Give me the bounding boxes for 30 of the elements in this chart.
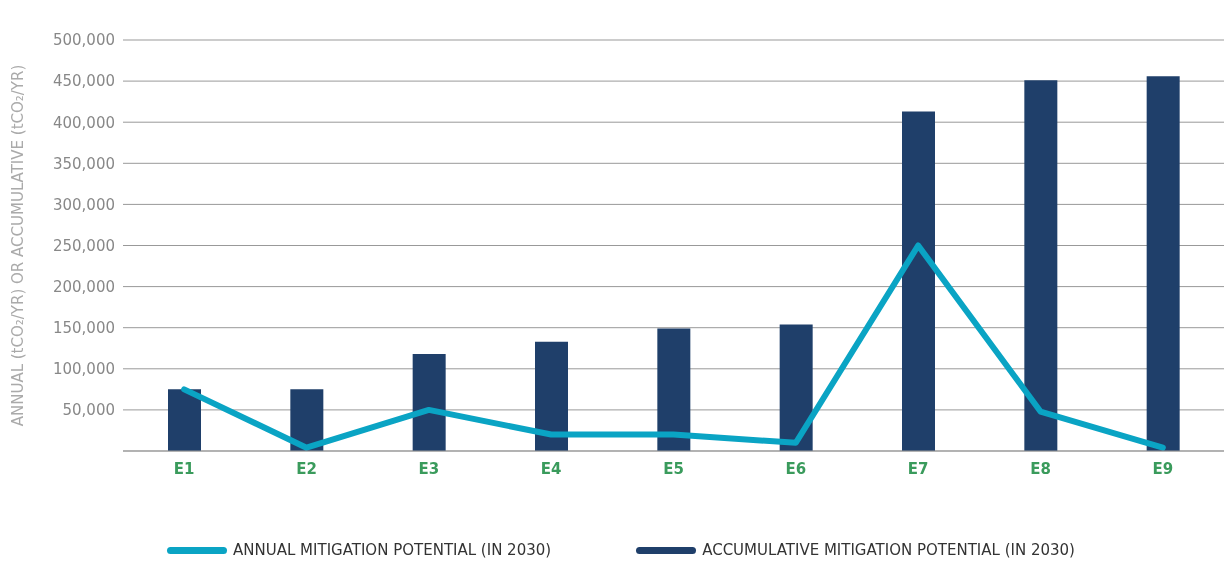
bar	[535, 341, 568, 451]
y-tick-label: 300,000	[52, 195, 115, 214]
x-tick-label: E2	[296, 459, 317, 478]
y-tick-label: 50,000	[62, 401, 115, 420]
y-tick-label: 450,000	[52, 72, 115, 91]
x-tick-label: E5	[663, 459, 684, 478]
y-tick-label: 250,000	[52, 236, 115, 255]
x-tick-label: E4	[540, 459, 562, 478]
y-tick-label: 200,000	[52, 277, 115, 296]
y-tick-label: 150,000	[52, 319, 115, 338]
y-tick-label: 500,000	[52, 31, 115, 50]
x-tick-label: E6	[785, 459, 807, 478]
x-tick-label: E9	[1152, 459, 1174, 478]
bar	[1024, 80, 1058, 451]
bar	[412, 354, 446, 451]
x-tick-label: E3	[418, 459, 440, 478]
x-tick-label: E1	[173, 459, 195, 478]
bar	[1146, 76, 1180, 451]
bar	[168, 389, 201, 451]
x-tick-label: E8	[1030, 459, 1051, 478]
y-axis-title: ANNUAL (tCO₂/YR) OR ACCUMULATIVE (tCO₂/YR)	[9, 64, 28, 427]
bar	[779, 324, 813, 451]
y-tick-label: 350,000	[52, 154, 115, 173]
y-tick-label: 100,000	[52, 360, 115, 379]
legend-label: ACCUMULATIVE MITIGATION POTENTIAL (IN 2030)	[702, 541, 1075, 559]
y-tick-label: 400,000	[52, 113, 115, 132]
legend-label: ANNUAL MITIGATION POTENTIAL (IN 2030)	[233, 541, 552, 559]
bar	[657, 328, 691, 451]
x-tick-label: E7	[907, 459, 929, 478]
bar	[902, 111, 935, 451]
